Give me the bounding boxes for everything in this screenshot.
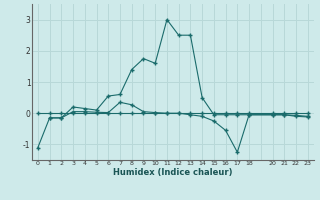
- X-axis label: Humidex (Indice chaleur): Humidex (Indice chaleur): [113, 168, 233, 177]
